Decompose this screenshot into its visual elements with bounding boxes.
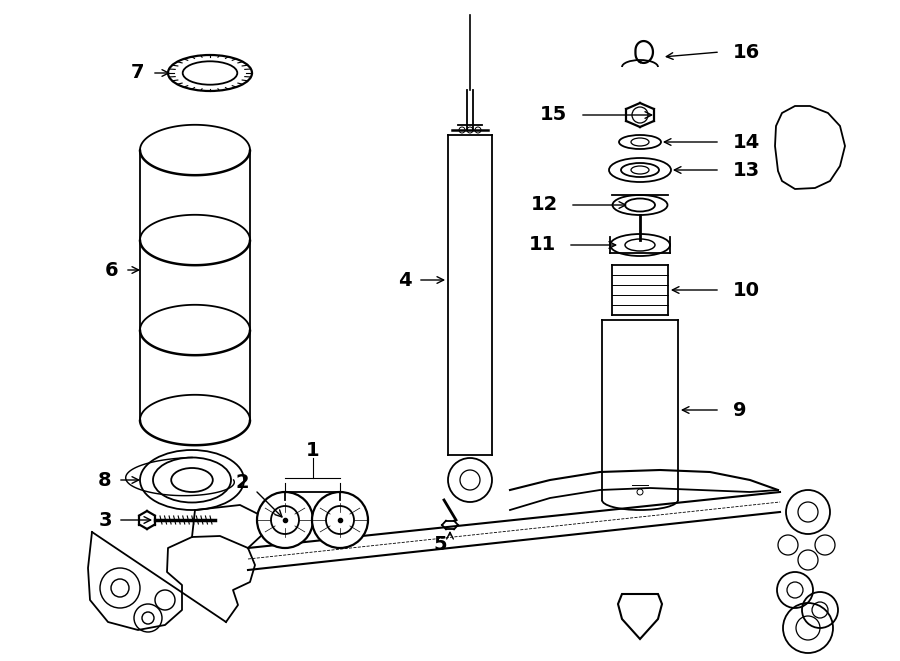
- Text: 5: 5: [433, 535, 446, 555]
- Text: 3: 3: [98, 510, 112, 529]
- Circle shape: [312, 492, 368, 548]
- Ellipse shape: [613, 195, 668, 215]
- Circle shape: [257, 492, 313, 548]
- Text: 9: 9: [733, 401, 746, 420]
- Text: 4: 4: [398, 270, 412, 290]
- Text: 1: 1: [306, 440, 319, 459]
- Text: 15: 15: [540, 106, 567, 124]
- Text: 16: 16: [733, 42, 760, 61]
- Text: 2: 2: [235, 473, 248, 492]
- Text: 11: 11: [529, 235, 556, 254]
- Text: 8: 8: [98, 471, 112, 490]
- Text: 6: 6: [105, 260, 119, 280]
- Text: 12: 12: [531, 196, 558, 215]
- Ellipse shape: [619, 135, 661, 149]
- Text: 7: 7: [131, 63, 145, 83]
- Text: 13: 13: [733, 161, 760, 180]
- Ellipse shape: [609, 158, 671, 182]
- Text: 10: 10: [733, 280, 760, 299]
- Text: 14: 14: [733, 132, 760, 151]
